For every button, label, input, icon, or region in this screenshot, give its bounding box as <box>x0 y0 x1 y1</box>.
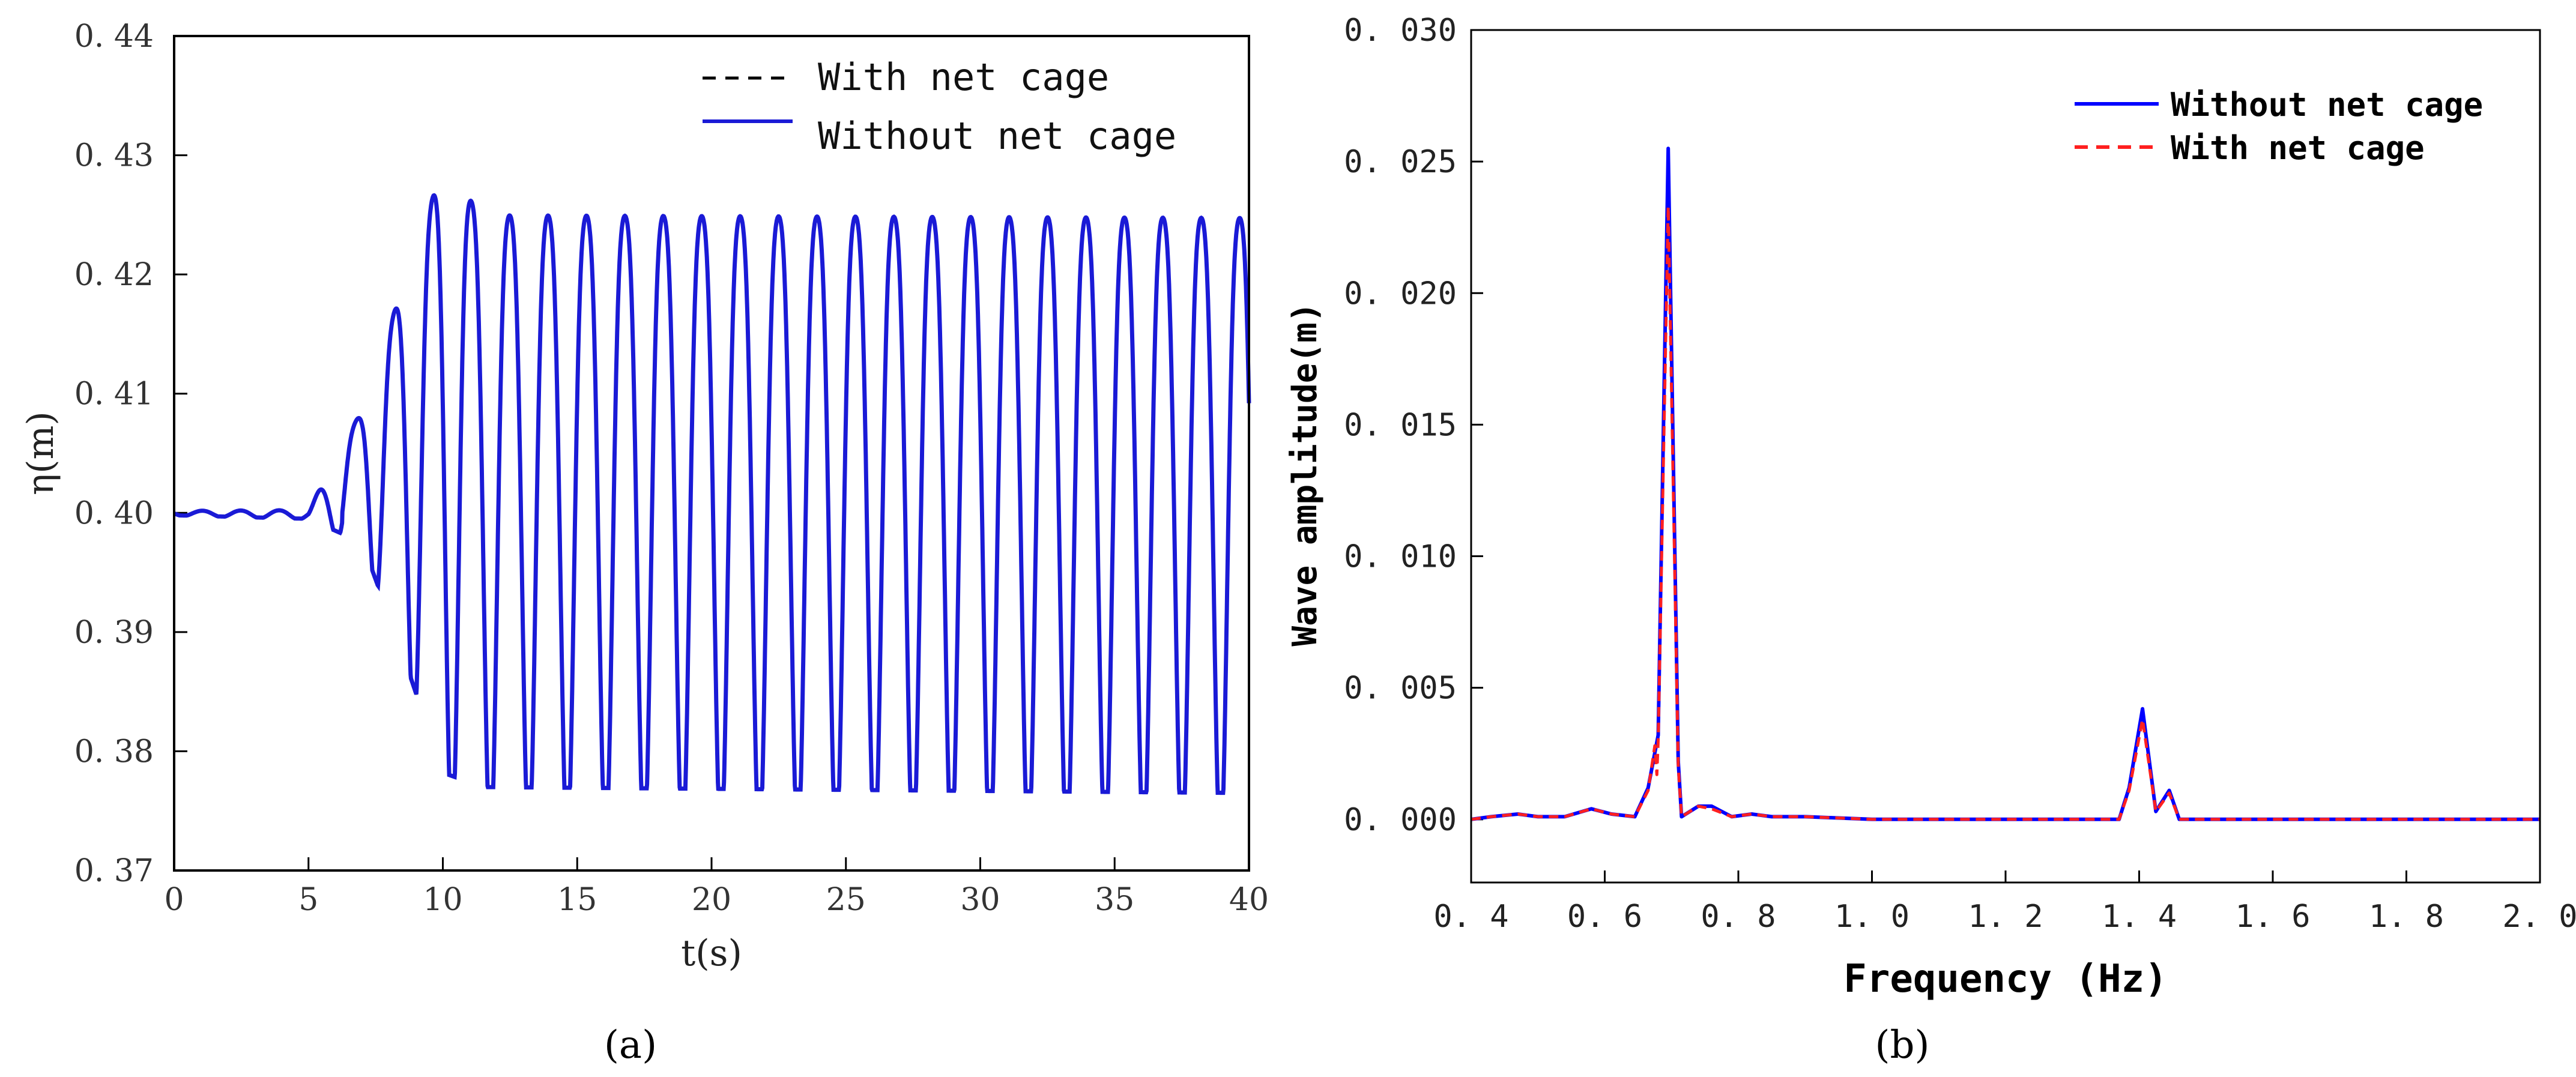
y-tick-label: 0. 38 <box>74 734 154 770</box>
x-tick-label: 10 <box>423 882 462 918</box>
x-tick-label: 0. 6 <box>1567 899 1642 935</box>
x-tick-label: 20 <box>692 882 731 918</box>
y-tick-label: 0. 40 <box>74 495 154 531</box>
y-tick-label: 0. 020 <box>1344 276 1457 312</box>
x-tick-label: 1. 6 <box>2235 899 2310 935</box>
x-tick-label: 0. 4 <box>1433 899 1508 935</box>
x-tick-label: 15 <box>557 882 597 918</box>
x-tick-label: 1. 4 <box>2102 899 2177 935</box>
x-tick-label: 2. 0 <box>2502 899 2576 935</box>
x-tick-label: 0 <box>164 882 184 918</box>
series-line-with-net-cage-spectrum <box>1471 205 2540 821</box>
chart-b-legend: Without net cage With net cage <box>2075 86 2483 167</box>
chart-b-y-axis-label: Wave amplitude(m) <box>1286 302 1325 646</box>
y-tick-label: 0. 010 <box>1344 539 1457 575</box>
legend-label-without-net-cage-spectrum: Without net cage <box>2171 86 2483 124</box>
x-tick-label: 1. 0 <box>1834 899 1909 935</box>
y-tick-label: 0. 43 <box>74 138 154 174</box>
panel-a-label: (a) <box>604 1023 657 1067</box>
chart-a-tick-labels: 0 5 10 15 20 25 30 35 40 0. 37 0. 38 0. 39 0. 40 0. 4… <box>74 19 1269 918</box>
y-tick-label: 0. 44 <box>74 19 154 55</box>
y-tick-label: 0. 41 <box>74 376 154 412</box>
y-tick-label: 0. 000 <box>1344 802 1457 838</box>
y-tick-label: 0. 025 <box>1344 144 1457 180</box>
legend-label-without-net-cage: Without net cage <box>818 114 1176 158</box>
chart-b-tick-labels: 0. 4 0. 6 0. 8 1. 0 1. 2 1. 4 1. 6 1. 8 2. 0 0. 0… <box>1344 13 2576 935</box>
x-tick-label: 0. 8 <box>1701 899 1776 935</box>
y-tick-label: 0. 42 <box>74 257 154 293</box>
x-tick-label: 30 <box>960 882 1000 918</box>
chart-b-ticks <box>1470 29 2541 882</box>
x-tick-label: 5 <box>298 882 318 918</box>
legend-label-with-net-cage-spectrum: With net cage <box>2171 129 2425 167</box>
chart-b: 0. 4 0. 6 0. 8 1. 0 1. 2 1. 4 1. 6 1. 8 2. 0 0. 0… <box>1286 13 2576 1067</box>
x-tick-label: 35 <box>1095 882 1134 918</box>
chart-a-legend: With net cage Without net cage <box>703 55 1176 158</box>
chart-b-plot-frame <box>1470 29 2541 884</box>
x-tick-label: 40 <box>1229 882 1269 918</box>
y-tick-label: 0. 015 <box>1344 407 1457 443</box>
legend-label-with-net-cage: With net cage <box>818 55 1109 99</box>
chart-a: 0 5 10 15 20 25 30 35 40 0. 37 0. 38 0. 39 0. 40 0. 4… <box>20 19 1269 1067</box>
chart-a-plot-frame <box>173 35 1250 872</box>
panel-b-label: (b) <box>1875 1023 1930 1067</box>
x-tick-label: 1. 2 <box>1968 899 2043 935</box>
chart-a-x-axis-label: t(s) <box>681 932 742 974</box>
series-line-without-net-cage <box>173 193 1251 795</box>
x-tick-label: 1. 8 <box>2369 899 2444 935</box>
y-tick-label: 0. 37 <box>74 853 154 889</box>
x-tick-label: 25 <box>826 882 866 918</box>
y-tick-label: 0. 39 <box>74 615 154 651</box>
y-tick-label: 0. 005 <box>1344 671 1457 707</box>
chart-b-x-axis-label: Frequency (Hz) <box>1843 957 2167 1001</box>
chart-a-y-axis-label: η(m) <box>20 411 62 495</box>
y-tick-label: 0. 030 <box>1344 13 1457 49</box>
